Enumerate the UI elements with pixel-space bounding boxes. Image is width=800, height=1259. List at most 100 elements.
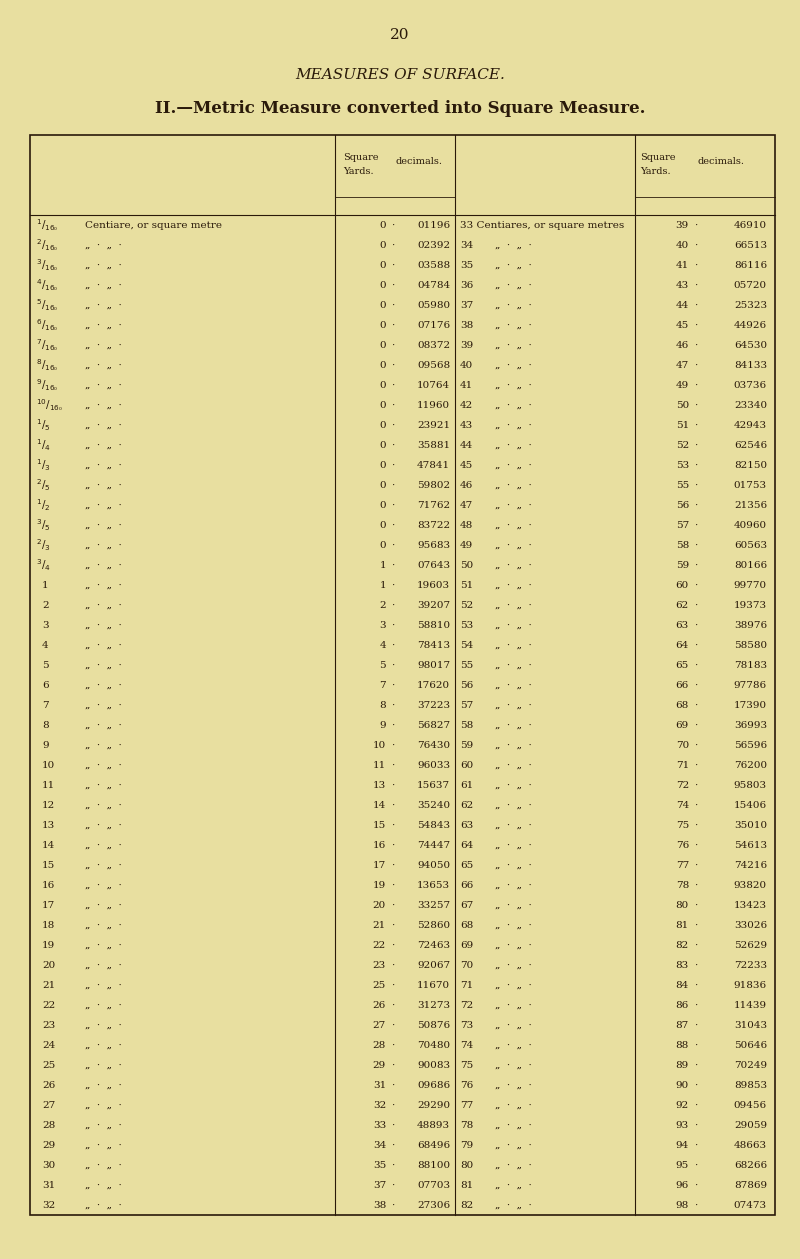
Text: ·: ·: [391, 1001, 394, 1010]
Text: 21356: 21356: [734, 501, 767, 510]
Text: ·: ·: [694, 900, 698, 909]
Text: 56827: 56827: [417, 720, 450, 729]
Text: Yards.: Yards.: [640, 167, 670, 176]
Text: decimals.: decimals.: [395, 157, 442, 166]
Text: „  ·  „  ·: „ · „ ·: [495, 1121, 532, 1129]
Text: 20: 20: [373, 900, 386, 909]
Text: 3: 3: [379, 621, 386, 630]
Text: 75: 75: [460, 1060, 474, 1069]
Text: ·: ·: [391, 621, 394, 630]
Text: 84: 84: [676, 981, 689, 990]
Text: ·: ·: [391, 1060, 394, 1069]
Text: 15406: 15406: [734, 801, 767, 810]
Text: 37: 37: [373, 1181, 386, 1190]
Text: 50: 50: [460, 560, 474, 569]
Text: „  ·  „  ·: „ · „ ·: [85, 1040, 122, 1050]
Text: 13: 13: [42, 821, 55, 830]
Text: 33 Centiares, or square metres: 33 Centiares, or square metres: [460, 220, 624, 229]
Text: 07176: 07176: [417, 321, 450, 330]
Text: 45: 45: [676, 321, 689, 330]
Text: II.—Metric Measure converted into Square Measure.: II.—Metric Measure converted into Square…: [154, 99, 646, 117]
Text: „  ·  „  ·: „ · „ ·: [495, 681, 532, 690]
Text: „  ·  „  ·: „ · „ ·: [85, 1121, 122, 1129]
Text: ·: ·: [694, 601, 698, 609]
Text: „  ·  „  ·: „ · „ ·: [85, 560, 122, 569]
Text: ·: ·: [694, 940, 698, 949]
Text: 31: 31: [373, 1080, 386, 1089]
Text: „  ·  „  ·: „ · „ ·: [85, 380, 122, 389]
Text: 09456: 09456: [734, 1100, 767, 1109]
Text: 82: 82: [676, 940, 689, 949]
Text: 60563: 60563: [734, 540, 767, 549]
Text: 80: 80: [676, 900, 689, 909]
Text: 0: 0: [379, 520, 386, 530]
Text: „  ·  „  ·: „ · „ ·: [495, 1080, 532, 1089]
Text: „  ·  „  ·: „ · „ ·: [495, 860, 532, 870]
Text: „  ·  „  ·: „ · „ ·: [85, 1201, 122, 1210]
Text: 1: 1: [42, 580, 49, 589]
Text: 47: 47: [676, 360, 689, 369]
Text: ·: ·: [391, 740, 394, 749]
Text: 31043: 31043: [734, 1021, 767, 1030]
Text: 33257: 33257: [417, 900, 450, 909]
Text: 2: 2: [42, 601, 49, 609]
Text: ·: ·: [391, 760, 394, 769]
Text: 23340: 23340: [734, 400, 767, 409]
Text: 76: 76: [676, 841, 689, 850]
Text: 32: 32: [42, 1201, 55, 1210]
Text: ·: ·: [391, 261, 394, 269]
Text: „  ·  „  ·: „ · „ ·: [85, 621, 122, 630]
Text: ·: ·: [391, 880, 394, 890]
Text: „  ·  „  ·: „ · „ ·: [85, 1001, 122, 1010]
Text: „  ·  „  ·: „ · „ ·: [495, 1141, 532, 1149]
Text: 32: 32: [373, 1100, 386, 1109]
Text: ·: ·: [694, 340, 698, 350]
Text: 19: 19: [42, 940, 55, 949]
Text: ·: ·: [391, 981, 394, 990]
Text: 60: 60: [460, 760, 474, 769]
Text: ·: ·: [694, 1141, 698, 1149]
Text: ·: ·: [391, 1121, 394, 1129]
Text: 80: 80: [460, 1161, 474, 1170]
Text: Square: Square: [640, 154, 675, 162]
Text: 93: 93: [676, 1121, 689, 1129]
Text: ·: ·: [694, 920, 698, 929]
Text: 11: 11: [42, 781, 55, 789]
Text: 96: 96: [676, 1181, 689, 1190]
Text: 73: 73: [460, 1021, 474, 1030]
Text: 11960: 11960: [417, 400, 450, 409]
Text: ·: ·: [694, 481, 698, 490]
Text: ·: ·: [391, 801, 394, 810]
Text: 57: 57: [676, 520, 689, 530]
Text: 92: 92: [676, 1100, 689, 1109]
Text: „  ·  „  ·: „ · „ ·: [85, 681, 122, 690]
Text: ·: ·: [391, 961, 394, 969]
Text: 72: 72: [460, 1001, 474, 1010]
Text: 4: 4: [379, 641, 386, 650]
Text: $^{4}/_{16₀}$: $^{4}/_{16₀}$: [36, 277, 58, 293]
Text: 66: 66: [676, 681, 689, 690]
Text: ·: ·: [694, 441, 698, 449]
Text: 35881: 35881: [417, 441, 450, 449]
Text: 13423: 13423: [734, 900, 767, 909]
Text: 2: 2: [379, 601, 386, 609]
Text: „  ·  „  ·: „ · „ ·: [495, 961, 532, 969]
Text: „  ·  „  ·: „ · „ ·: [495, 281, 532, 290]
Text: 50876: 50876: [417, 1021, 450, 1030]
Text: „  ·  „  ·: „ · „ ·: [495, 880, 532, 890]
Text: ·: ·: [391, 481, 394, 490]
Text: 53: 53: [460, 621, 474, 630]
Text: 16: 16: [373, 841, 386, 850]
Text: ·: ·: [391, 580, 394, 589]
Text: 72233: 72233: [734, 961, 767, 969]
Text: 0: 0: [379, 340, 386, 350]
Text: „  ·  „  ·: „ · „ ·: [85, 1161, 122, 1170]
Text: 05980: 05980: [417, 301, 450, 310]
Text: Centiare, or square metre: Centiare, or square metre: [85, 220, 222, 229]
Text: 54613: 54613: [734, 841, 767, 850]
Text: ·: ·: [391, 360, 394, 369]
Text: 8: 8: [379, 700, 386, 710]
Text: 56: 56: [676, 501, 689, 510]
Text: 93820: 93820: [734, 880, 767, 890]
Text: 37223: 37223: [417, 700, 450, 710]
